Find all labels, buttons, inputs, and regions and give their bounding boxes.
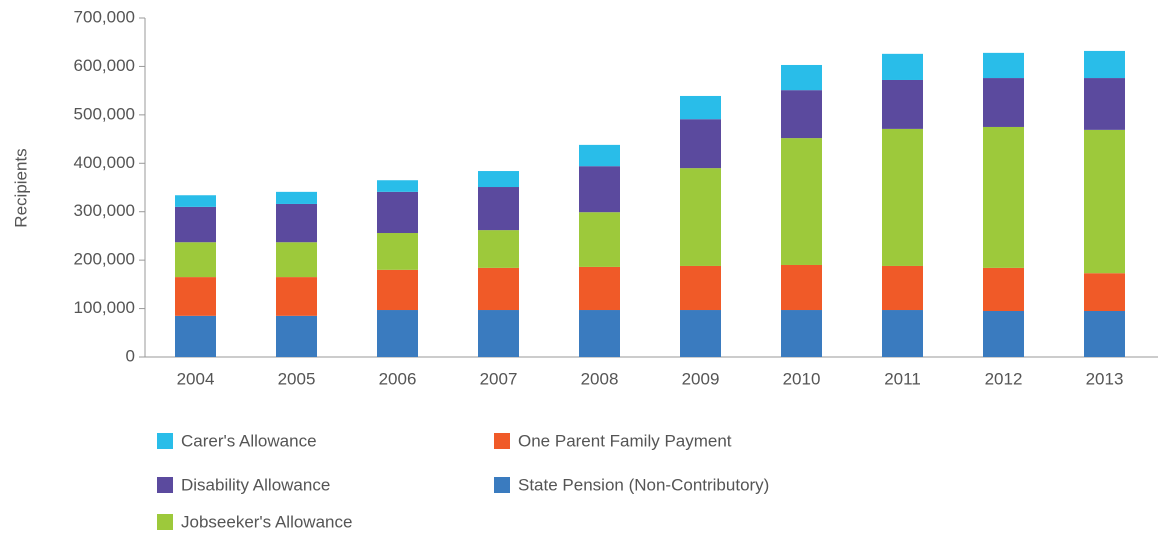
legend-swatch (494, 433, 510, 449)
bar-segment (377, 180, 418, 192)
bar-segment (377, 191, 418, 234)
bar-segment (1084, 129, 1125, 274)
legend-label: Disability Allowance (181, 475, 330, 494)
bar-segment (478, 187, 519, 231)
bar-segment (377, 269, 418, 311)
legend-swatch (157, 433, 173, 449)
bar-segment (377, 310, 418, 357)
x-tick-label: 2012 (985, 369, 1023, 388)
bar-segment (175, 277, 216, 316)
x-tick-label: 2009 (682, 369, 720, 388)
bar-segment (680, 95, 721, 120)
bar-segment (781, 64, 822, 91)
y-tick-label: 600,000 (74, 56, 135, 75)
bar-segment (882, 79, 923, 129)
bar-segment (579, 266, 620, 311)
bar-segment (882, 310, 923, 357)
bar-segment (478, 267, 519, 311)
bar-segment (781, 90, 822, 139)
bar-segment (781, 138, 822, 265)
legend-label: Carer's Allowance (181, 431, 317, 450)
bar-segment (983, 126, 1024, 268)
bar-segment (175, 206, 216, 243)
bar-segment (680, 310, 721, 357)
y-tick-label: 100,000 (74, 298, 135, 317)
x-tick-label: 2008 (581, 369, 619, 388)
x-tick-label: 2007 (480, 369, 518, 388)
legend-label: Jobseeker's Allowance (181, 512, 352, 531)
bar-segment (1084, 310, 1125, 357)
bar-segment (276, 277, 317, 316)
legend-swatch (157, 514, 173, 530)
x-tick-label: 2010 (783, 369, 821, 388)
y-tick-label: 700,000 (74, 7, 135, 26)
bar-segment (276, 315, 317, 357)
bar-segment (579, 144, 620, 167)
bar-segment (1084, 273, 1125, 311)
bar-segment (882, 265, 923, 311)
x-tick-label: 2005 (278, 369, 316, 388)
bar-segment (276, 203, 317, 243)
bar-segment (983, 78, 1024, 127)
bar-segment (579, 166, 620, 213)
y-tick-label: 300,000 (74, 201, 135, 220)
bar-segment (175, 315, 216, 357)
bar-segment (983, 310, 1024, 357)
bar-segment (1084, 50, 1125, 79)
bar-segment (983, 267, 1024, 311)
bar-segment (983, 52, 1024, 79)
bar-segment (276, 242, 317, 278)
bar-segment (680, 265, 721, 311)
bar-segment (781, 310, 822, 357)
legend-label: State Pension (Non-Contributory) (518, 475, 769, 494)
bar-segment (882, 53, 923, 80)
bar-segment (882, 128, 923, 266)
x-tick-label: 2011 (884, 369, 921, 388)
legend: Carer's Allowance One Parent Family Paym… (157, 431, 769, 531)
bar-segment (680, 168, 721, 266)
bar-segment (1084, 78, 1125, 130)
y-tick-label: 0 (126, 346, 135, 365)
bar-segment (680, 119, 721, 169)
y-tick-label: 400,000 (74, 153, 135, 172)
bar-segment (478, 230, 519, 268)
x-tick-label: 2006 (379, 369, 417, 388)
y-tick-label: 200,000 (74, 250, 135, 269)
x-tick-label: 2013 (1086, 369, 1124, 388)
bar-segment (377, 233, 418, 270)
legend-swatch (157, 477, 173, 493)
bar-segment (579, 310, 620, 357)
bar-segment (175, 195, 216, 207)
bar-segment (579, 212, 620, 267)
bar-segment (478, 310, 519, 357)
x-tick-label: 2004 (177, 369, 215, 388)
legend-label: One Parent Family Payment (518, 431, 732, 450)
bar-segment (478, 171, 519, 188)
bar-segment (175, 242, 216, 278)
bar-segment (276, 191, 317, 204)
bar-segment (781, 264, 822, 311)
y-axis-label: Recipients (11, 148, 30, 227)
legend-swatch (494, 477, 510, 493)
y-tick-label: 500,000 (74, 104, 135, 123)
